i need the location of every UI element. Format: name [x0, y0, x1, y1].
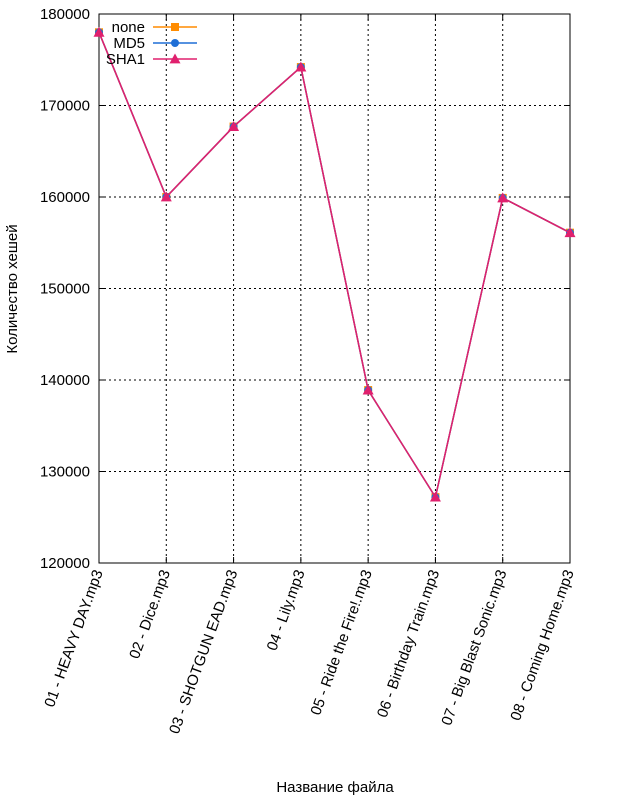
y-tick-label: 150000: [40, 281, 90, 298]
y-tick-label: 160000: [40, 189, 90, 206]
x-tick-label: 08 - Coming Home.mp3: [507, 568, 577, 723]
x-tick-label: 06 - Birthday Train.mp3: [374, 568, 443, 720]
data-point: [160, 191, 172, 202]
series-line: [98, 32, 571, 500]
x-tick-label: 07 - Big Blast Sonic.mp3: [438, 568, 510, 728]
data-point: [564, 227, 576, 238]
series-line: [98, 32, 571, 500]
y-tick-label: 170000: [40, 98, 90, 115]
y-tick-label: 120000: [40, 555, 90, 572]
legend-marker: [169, 53, 181, 64]
data-point: [93, 26, 105, 37]
data-point: [362, 384, 374, 395]
x-tick-label: 05 - Ride the Fire!.mp3: [307, 568, 375, 718]
x-tick-label: 02 - Dice.mp3: [126, 568, 174, 662]
legend-marker: [171, 23, 179, 31]
grid-lines: [99, 14, 570, 563]
x-tick-label: 01 - HEAVY DAY.mp3: [41, 568, 106, 710]
series-sha1: [93, 26, 576, 502]
data-point: [295, 61, 307, 72]
x-tick-label: 03 - SHOTGUN EAD.mp3: [166, 568, 241, 737]
legend-label: MD5: [113, 35, 145, 52]
data-point: [497, 192, 509, 203]
y-axis-ticks: 120000 130000 140000 150000 160000 170000 1800…: [40, 6, 570, 572]
y-axis-label: Количество хешей: [4, 224, 21, 353]
y-tick-label: 180000: [40, 6, 90, 23]
y-tick-label: 130000: [40, 464, 90, 481]
y-tick-label: 140000: [40, 372, 90, 389]
data-point: [429, 491, 441, 502]
series-layer: [93, 26, 576, 502]
series-line: [98, 32, 571, 500]
legend-label: SHA1: [106, 51, 145, 68]
legend-label: none: [112, 19, 145, 36]
x-tick-label: 04 - Lily.mp3: [264, 568, 309, 653]
data-point: [228, 121, 240, 131]
x-axis-label: Название файла: [276, 779, 394, 796]
legend-marker: [171, 39, 179, 47]
series-none: [95, 28, 574, 502]
series-md5: [95, 28, 574, 502]
